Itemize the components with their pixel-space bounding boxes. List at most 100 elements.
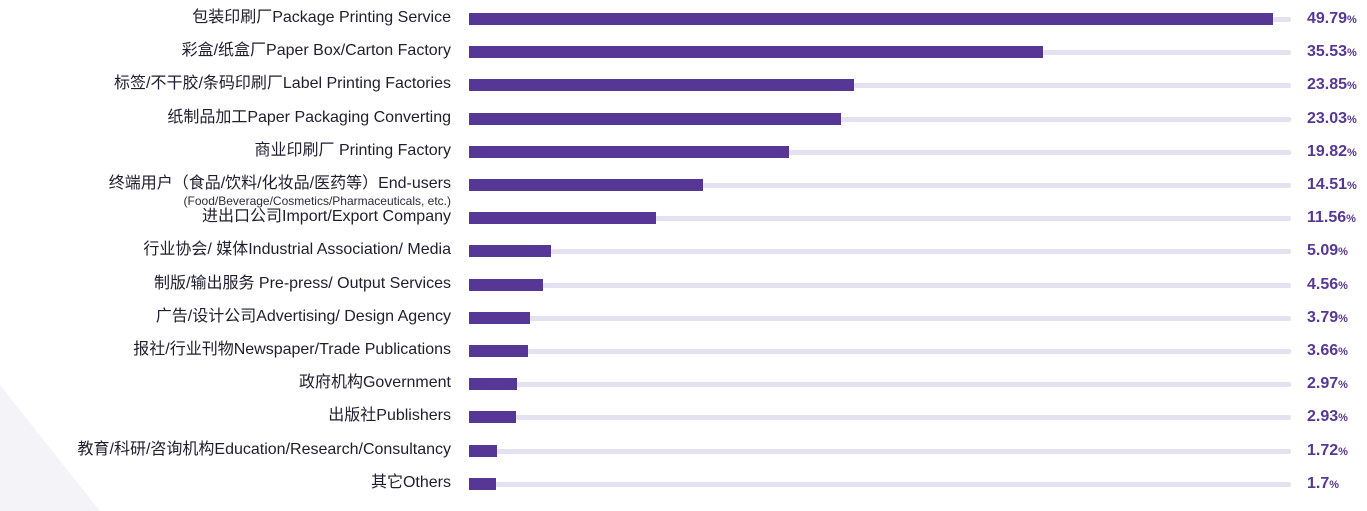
bar-row: 其它Others 1.7% — [0, 473, 1367, 499]
value-number: 2.93 — [1307, 408, 1339, 425]
category-label: 其它Others — [371, 473, 451, 493]
category-label-text: 标签/不干胶/条码印刷厂Label Printing Factories — [114, 75, 451, 92]
bar-row: 纸制品加工Paper Packaging Converting 23.03% — [0, 108, 1367, 134]
value-label: 23.03% — [1307, 108, 1357, 131]
value-unit: % — [1338, 280, 1348, 292]
category-label-text: 商业印刷厂 Printing Factory — [254, 142, 452, 159]
bar-row: 进出口公司Import/Export Company 11.56% — [0, 207, 1367, 233]
category-label: 报社/行业刊物Newspaper/Trade Publications — [133, 340, 451, 360]
category-label: 制版/输出服务 Pre-press/ Output Services — [154, 274, 451, 294]
bar-track — [469, 316, 1291, 321]
value-unit: % — [1338, 446, 1348, 458]
bar-row: 行业协会/ 媒体Industrial Association/ Media 5.0… — [0, 240, 1367, 266]
value-number: 49.79 — [1307, 10, 1348, 27]
value-label: 5.09% — [1307, 240, 1348, 263]
bar-row: 制版/输出服务 Pre-press/ Output Services 4.56% — [0, 274, 1367, 300]
value-number: 1.72 — [1307, 442, 1339, 459]
category-label-text: 纸制品加工Paper Packaging Converting — [167, 109, 451, 126]
value-unit: % — [1338, 246, 1348, 258]
bar-row: 商业印刷厂 Printing Factory 19.82% — [0, 141, 1367, 167]
bar — [469, 212, 656, 224]
value-label: 49.79% — [1307, 8, 1357, 31]
bar — [469, 146, 789, 158]
bar-row: 标签/不干胶/条码印刷厂Label Printing Factories 23.8… — [0, 74, 1367, 100]
bar — [469, 46, 1043, 58]
value-label: 4.56% — [1307, 274, 1348, 297]
value-unit: % — [1347, 114, 1357, 126]
category-label-text: 终端用户（食品/饮料/化妆品/医药等）End-users — [108, 175, 451, 192]
category-label: 行业协会/ 媒体Industrial Association/ Media — [143, 240, 451, 260]
value-number: 1.7 — [1307, 475, 1330, 492]
value-label: 3.79% — [1307, 307, 1348, 330]
bar — [469, 445, 497, 457]
bar-track — [469, 83, 1291, 88]
value-unit: % — [1338, 313, 1348, 325]
category-label-text: 彩盒/纸盒厂Paper Box/Carton Factory — [181, 42, 451, 59]
bar-row: 教育/科研/咨询机构Education/Research/Consultancy… — [0, 440, 1367, 466]
value-label: 23.85% — [1307, 74, 1357, 97]
category-sublabel-text: (Food/Beverage/Cosmetics/Pharmaceuticals… — [183, 194, 451, 208]
category-label: 进出口公司Import/Export Company — [202, 207, 451, 227]
value-number: 14.51 — [1307, 176, 1348, 193]
value-unit: % — [1329, 479, 1340, 491]
bar-track — [469, 415, 1291, 420]
value-unit: % — [1347, 147, 1357, 159]
category-label: 商业印刷厂 Printing Factory — [255, 141, 452, 161]
category-label-text: 教育/科研/咨询机构Education/Research/Consultancy — [77, 441, 451, 458]
bar-row: 广告/设计公司Advertising/ Design Agency 3.79% — [0, 307, 1367, 333]
category-label: 广告/设计公司Advertising/ Design Agency — [156, 307, 451, 327]
value-number: 2.97 — [1307, 375, 1339, 392]
value-unit: % — [1347, 14, 1357, 26]
category-label-text: 行业协会/ 媒体Industrial Association/ Media — [143, 241, 451, 258]
category-label: 包装印刷厂Package Printing Service — [192, 8, 451, 28]
category-label-text: 其它Others — [370, 474, 451, 491]
bar-track — [469, 150, 1291, 155]
value-label: 2.97% — [1307, 373, 1348, 396]
bar — [469, 279, 543, 291]
bar — [469, 478, 496, 490]
category-label-text: 包装印刷厂Package Printing Service — [192, 9, 451, 26]
category-label: 标签/不干胶/条码印刷厂Label Printing Factories — [114, 74, 451, 94]
value-unit: % — [1347, 80, 1357, 92]
value-number: 11.56 — [1307, 209, 1347, 226]
bar-row: 出版社Publishers 2.93% — [0, 406, 1367, 432]
bar-row: 彩盒/纸盒厂Paper Box/Carton Factory 35.53% — [0, 41, 1367, 67]
value-unit: % — [1347, 180, 1357, 192]
value-label: 3.66% — [1307, 340, 1348, 363]
value-number: 3.79 — [1307, 309, 1339, 326]
bar-track — [469, 183, 1291, 188]
bar-track — [469, 349, 1291, 354]
category-label: 政府机构Government — [299, 373, 451, 393]
bar-row: 包装印刷厂Package Printing Service 49.79% — [0, 8, 1367, 34]
bar-track — [469, 382, 1291, 387]
bar — [469, 13, 1273, 25]
value-number: 23.85 — [1307, 76, 1348, 93]
category-label-text: 报社/行业刊物Newspaper/Trade Publications — [133, 341, 451, 358]
value-number: 4.56 — [1307, 276, 1339, 293]
category-label: 彩盒/纸盒厂Paper Box/Carton Factory — [182, 41, 451, 61]
category-label: 终端用户（食品/饮料/化妆品/医药等）End-users (Food/Bevera… — [109, 174, 451, 208]
bar — [469, 345, 528, 357]
bar — [469, 411, 516, 423]
value-number: 35.53 — [1307, 43, 1348, 60]
bar-track — [469, 216, 1291, 221]
bar-track — [469, 249, 1291, 254]
bar-row: 政府机构Government 2.97% — [0, 373, 1367, 399]
bar — [469, 245, 551, 257]
value-unit: % — [1338, 412, 1348, 424]
value-number: 3.66 — [1307, 342, 1339, 359]
bar — [469, 79, 854, 91]
value-label: 35.53% — [1307, 41, 1357, 64]
bar-row: 终端用户（食品/饮料/化妆品/医药等）End-users (Food/Bevera… — [0, 174, 1367, 208]
category-label: 出版社Publishers — [328, 406, 451, 426]
bar-track — [469, 482, 1291, 487]
bar — [469, 113, 841, 125]
bar — [469, 179, 703, 191]
value-label: 1.72% — [1307, 440, 1348, 463]
value-unit: % — [1338, 379, 1348, 391]
bar — [469, 378, 517, 390]
value-unit: % — [1338, 346, 1348, 358]
value-unit: % — [1346, 213, 1356, 225]
